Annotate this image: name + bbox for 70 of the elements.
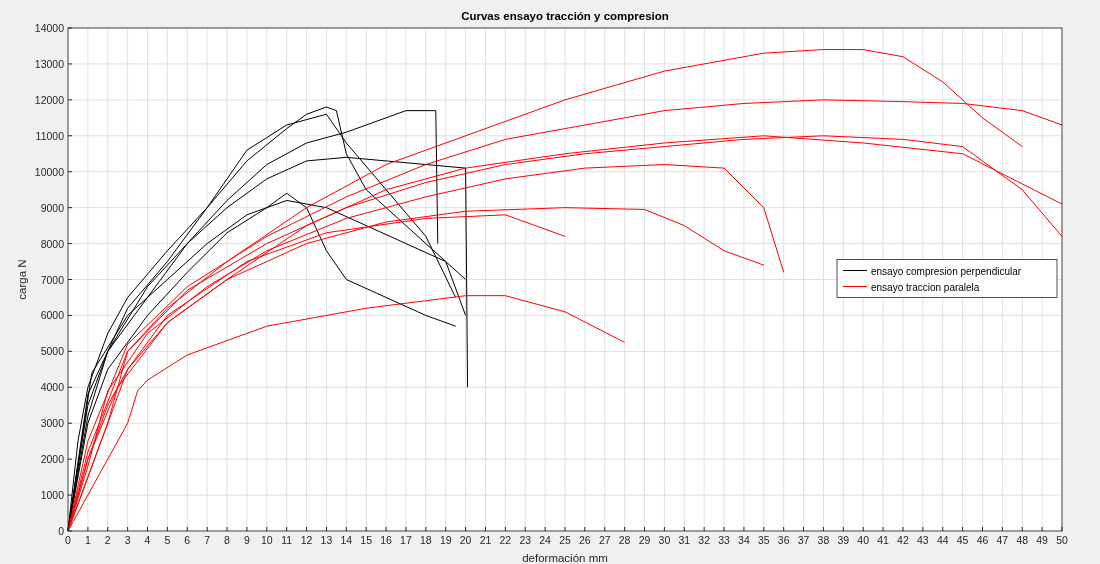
x-tick-label: 42 [897,534,909,546]
x-tick-label: 34 [738,534,750,546]
x-tick-label: 11 [281,534,293,546]
x-tick-label: 4 [144,534,151,546]
x-tick-label: 33 [718,534,731,546]
x-tick-label: 37 [797,534,810,546]
y-tick-label: 10000 [34,165,65,178]
x-tick-label: 12 [300,534,313,546]
x-tick-label: 29 [638,534,651,546]
x-tick-label: 10 [260,534,273,546]
x-tick-label: 31 [678,534,691,546]
y-tick-label: 5000 [40,345,65,358]
x-tick-label: 2 [104,534,111,546]
x-tick-label: 15 [360,534,373,546]
x-tick-label: 35 [757,534,770,546]
x-tick-label: 27 [598,534,611,546]
x-tick-label: 20 [459,534,472,546]
legend-label: ensayo compresion perpendicular [871,265,1022,277]
x-tick-label: 39 [837,534,850,546]
x-tick-label: 22 [499,534,512,546]
x-tick-label: 40 [857,534,870,546]
x-tick-label: 23 [519,534,532,546]
chart-title: Curvas ensayo tracción y compresion [461,10,669,22]
y-tick-label: 4000 [40,381,65,394]
x-tick-label: 13 [320,534,333,546]
x-axis-title: deformación mm [522,552,608,564]
x-tick-label: 46 [976,534,989,546]
x-tick-label: 47 [996,534,1009,546]
x-tick-label: 3 [124,534,131,546]
x-tick-label: 45 [956,534,969,546]
y-tick-label: 14000 [34,22,65,34]
x-tick-label: 17 [400,534,412,546]
x-tick-label: 49 [1036,534,1049,546]
y-axis-title: carga N [16,259,28,300]
y-tick-label: 7000 [40,273,65,286]
x-tick-label: 48 [1016,534,1029,546]
x-tick-label: 43 [917,534,929,546]
x-tick-label: 30 [658,534,671,546]
y-tick-label: 8000 [40,237,65,250]
x-tick-label: 24 [539,534,552,546]
y-tick-label: 12000 [34,93,65,106]
x-tick-label: 6 [184,534,191,546]
x-tick-label: 21 [479,534,492,546]
x-tick-label: 5 [164,534,171,546]
x-tick-label: 28 [618,534,631,546]
x-tick-label: 18 [420,534,432,546]
x-tick-label: 7 [204,534,211,546]
y-tick-label: 11000 [35,129,65,142]
x-tick-label: 9 [244,534,250,546]
y-tick-label: 2000 [40,453,65,466]
x-tick-label: 44 [936,534,949,546]
x-tick-label: 16 [380,534,393,546]
x-tick-label: 38 [817,534,830,546]
y-tick-label: 0 [58,525,65,537]
x-tick-label: 26 [579,534,591,546]
x-tick-label: 1 [84,534,91,546]
x-tick-label: 25 [559,534,571,546]
x-tick-label: 19 [439,534,452,546]
x-tick-label: 32 [698,534,711,546]
x-tick-label: 14 [340,534,353,546]
y-tick-label: 13000 [34,57,65,70]
x-tick-label: 41 [877,534,890,546]
x-tick-label: 36 [777,534,790,546]
y-tick-label: 1000 [40,489,65,502]
x-tick-label: 50 [1056,534,1068,546]
y-tick-label: 3000 [40,417,65,430]
x-tick-label: 8 [224,534,231,546]
y-tick-label: 9000 [40,201,65,214]
y-tick-label: 6000 [40,309,65,322]
legend-label: ensayo traccion paralela [871,281,980,293]
